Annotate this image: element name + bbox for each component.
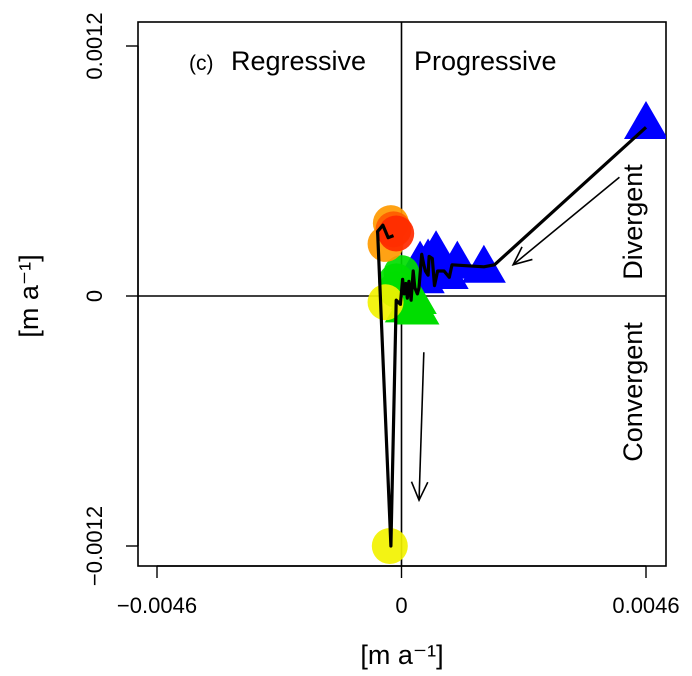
y-axis-label: [m a⁻¹]	[14, 254, 44, 337]
quadrant-label-divergent: Divergent	[618, 164, 648, 280]
direction-arrow-head	[511, 246, 533, 266]
y-tick-label: −0.0012	[82, 506, 107, 586]
quadrant-label-progressive: Progressive	[414, 46, 557, 76]
trajectory-line	[376, 126, 648, 548]
x-tick-label: 0	[395, 593, 407, 618]
quadrant-label-regressive: Regressive	[231, 46, 366, 76]
quadrant-label-convergent: Convergent	[618, 322, 648, 462]
plot-area	[138, 22, 666, 566]
direction-arrow	[418, 352, 425, 501]
x-tick-label: −0.0046	[117, 593, 197, 618]
axes: −0.0046 0 0.0046 −0.0012 0 0.0012	[82, 12, 680, 618]
data-point-triangle	[624, 101, 666, 140]
direction-arrow	[512, 176, 620, 266]
x-tick-label: 0.0046	[612, 593, 679, 618]
panel-label: (c)	[189, 52, 214, 75]
y-tick-label: 0.0012	[82, 12, 107, 79]
data-point-circle	[378, 215, 415, 252]
direction-arrow-head	[410, 481, 429, 503]
y-tick-label: 0	[82, 290, 107, 302]
x-axis-label: [m a⁻¹]	[360, 640, 443, 670]
